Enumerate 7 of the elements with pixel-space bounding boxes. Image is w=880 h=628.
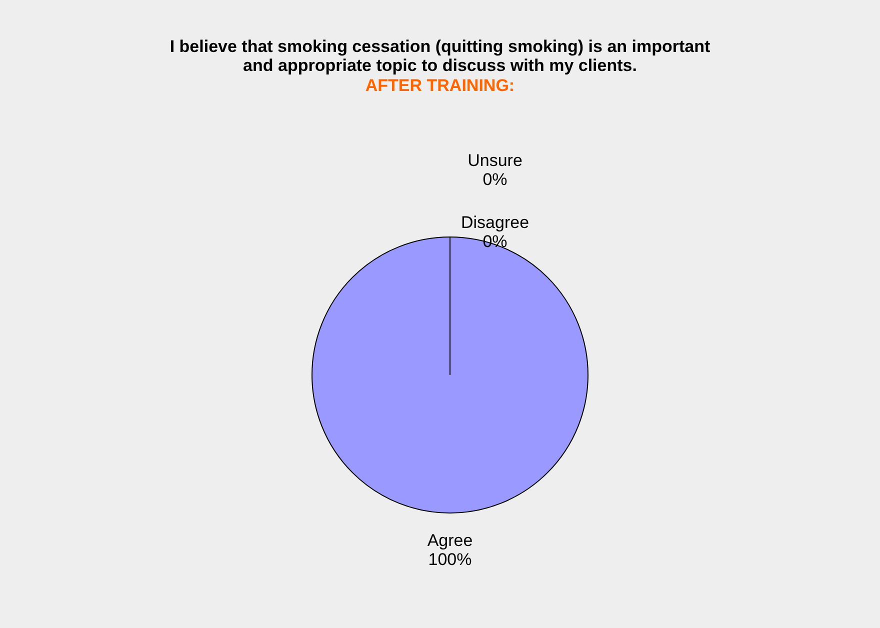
- category-label: Unsure: [468, 151, 522, 170]
- data-label: 100%: [428, 550, 472, 569]
- chart-title: I believe that smoking cessation (quitting smoking) is an important and appropriate topic to discuss with my clients.: [170, 37, 710, 75]
- chart-subtitle: AFTER TRAINING:: [365, 76, 515, 95]
- text: 0%: [482, 170, 508, 189]
- category-label: Disagree: [460, 213, 530, 232]
- slice-label: Agree: [427, 531, 473, 550]
